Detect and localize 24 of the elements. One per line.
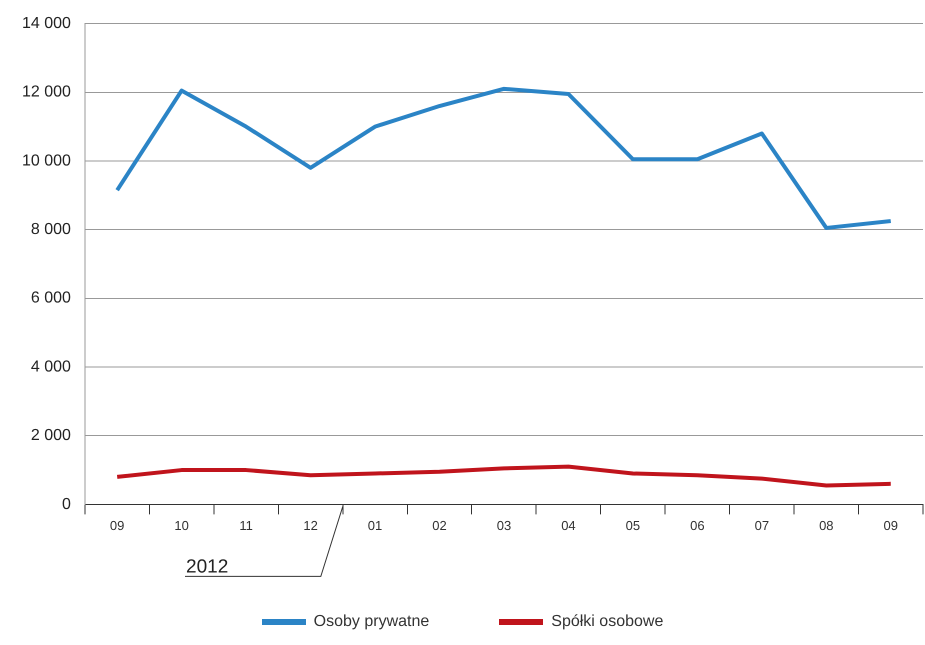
y-tick-label: 4 000 <box>30 358 72 376</box>
x-tick-label: 10 <box>174 518 189 533</box>
y-tick-label: 8 000 <box>30 221 72 238</box>
y-tick-label: 14 000 <box>22 15 72 32</box>
x-tick-label: 07 <box>754 518 770 533</box>
x-tick-label: 02 <box>432 518 447 533</box>
x-tick-label: 08 <box>819 518 834 533</box>
y-tick-label: 2 000 <box>30 427 72 444</box>
legend-label: Osoby prywatne <box>314 613 430 631</box>
x-tick-label: 09 <box>110 518 124 533</box>
y-tick-label: 0 <box>62 496 72 513</box>
x-tick-label: 12 <box>303 518 318 533</box>
x-tick-label: 11 <box>239 518 253 533</box>
y-tick-label: 6 000 <box>30 290 72 307</box>
x-tick-label: 05 <box>626 518 640 533</box>
x-tick-label: 01 <box>368 518 382 533</box>
text: 2012 <box>186 556 228 578</box>
legend-label: Spółki osobowe <box>551 613 664 631</box>
x-tick-label: 09 <box>884 518 898 533</box>
x-tick-label: 04 <box>561 518 576 533</box>
y-tick-label: 12 000 <box>22 84 72 101</box>
x-tick-label: 06 <box>690 518 705 533</box>
y-tick-label: 10 000 <box>22 152 72 170</box>
x-tick-label: 03 <box>496 518 512 533</box>
